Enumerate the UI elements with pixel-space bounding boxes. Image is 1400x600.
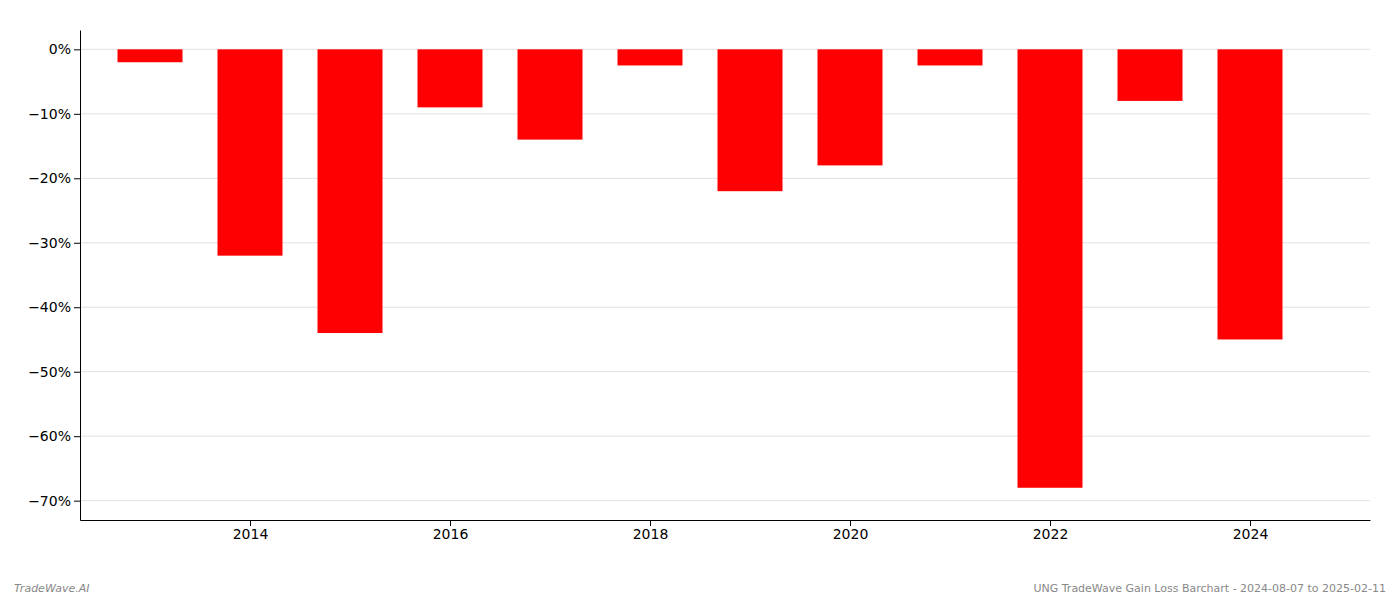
y-tick-mark [74,178,80,179]
y-tick: −20% [28,170,80,186]
y-tick-mark [74,436,80,437]
y-tick: −40% [28,299,80,315]
x-tick-label: 2016 [433,526,469,542]
bar [1018,49,1083,487]
y-tick-label: −10% [28,106,71,122]
bar [1218,49,1283,339]
x-tick: 2018 [633,520,669,542]
y-axis: 0% −10% −20% −30% −40% −50% −60% −70% [28,31,80,521]
x-axis-line [81,520,1371,521]
y-axis-line [80,31,81,521]
y-tick-mark [74,307,80,308]
y-tick: −30% [28,235,80,251]
y-tick-mark [74,49,80,50]
bar [718,49,783,191]
x-tick: 2024 [1233,520,1269,542]
footer-right: UNG TradeWave Gain Loss Barchart - 2024-… [1033,582,1386,595]
bar [118,49,183,62]
y-tick-mark [74,243,80,244]
y-tick-label: 0% [49,41,71,57]
bar [1118,49,1183,101]
grid-line [80,436,1370,437]
y-tick-label: −70% [28,493,71,509]
x-axis: 2014 2016 2018 2020 2022 2024 [81,520,1371,542]
bar [918,49,983,65]
bar [618,49,683,65]
y-tick-label: −40% [28,299,71,315]
grid-line [80,500,1370,501]
x-tick-label: 2020 [833,526,869,542]
y-tick: −70% [28,493,80,509]
y-tick: −60% [28,428,80,444]
y-tick-label: −20% [28,170,71,186]
plot: 0%−10%−20%−30%−40%−50%−60%−70%2014201620… [28,31,1370,542]
y-tick: −50% [28,364,80,380]
bar [418,49,483,107]
x-tick-label: 2022 [1033,526,1069,542]
x-tick-label: 2024 [1233,526,1269,542]
x-tick-label: 2018 [633,526,669,542]
bar [818,49,883,165]
x-tick: 2022 [1033,520,1069,542]
y-tick-label: −50% [28,364,71,380]
y-tick: 0% [49,41,80,57]
footer-left: TradeWave.AI [14,582,89,595]
bar [518,49,583,139]
bar [218,49,283,255]
y-tick-mark [74,372,80,373]
chart: 0%−10%−20%−30%−40%−50%−60%−70%2014201620… [0,0,1400,600]
x-tick: 2014 [233,520,269,542]
grid-line [80,307,1370,308]
x-tick: 2020 [833,520,869,542]
grid [80,49,1370,500]
x-tick: 2016 [433,520,469,542]
grid-line [80,371,1370,372]
x-tick-label: 2014 [233,526,269,542]
y-tick-mark [74,114,80,115]
y-tick-label: −60% [28,428,71,444]
y-tick: −10% [28,106,80,122]
y-tick-mark [74,501,80,502]
bars [118,49,1283,487]
bar [318,49,383,333]
y-tick-label: −30% [28,235,71,251]
